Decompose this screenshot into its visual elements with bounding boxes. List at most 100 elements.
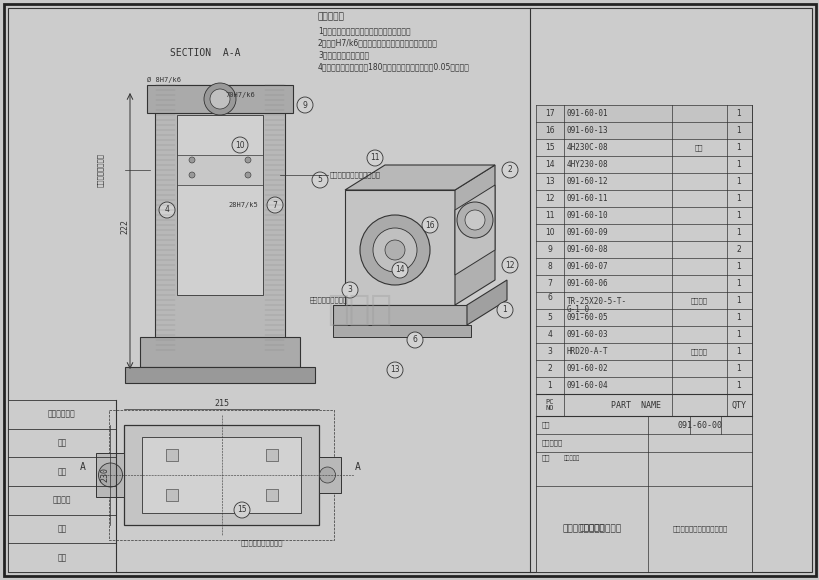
Text: 监测: 监测 bbox=[57, 438, 66, 448]
Text: 091-60-12: 091-60-12 bbox=[566, 177, 608, 186]
Text: 3: 3 bbox=[547, 347, 552, 356]
Text: 5: 5 bbox=[547, 313, 552, 322]
Text: 28H7/k5: 28H7/k5 bbox=[228, 202, 257, 208]
Circle shape bbox=[233, 502, 250, 518]
Text: 1: 1 bbox=[735, 262, 740, 271]
Text: 091-60-07: 091-60-07 bbox=[566, 262, 608, 271]
Text: 091-60-06: 091-60-06 bbox=[566, 279, 608, 288]
Circle shape bbox=[406, 332, 423, 348]
Circle shape bbox=[422, 217, 437, 233]
Text: 更改文件号: 更改文件号 bbox=[541, 440, 563, 446]
Polygon shape bbox=[345, 165, 495, 190]
Bar bbox=[147, 85, 292, 113]
Text: 091-60-03: 091-60-03 bbox=[566, 330, 608, 339]
Text: 6: 6 bbox=[412, 335, 417, 345]
Bar bbox=[536, 326, 751, 343]
Bar bbox=[155, 85, 285, 355]
Text: 校核: 校核 bbox=[57, 467, 66, 476]
Text: 双轴锁止气缸（最后调整）: 双轴锁止气缸（最后调整） bbox=[329, 172, 381, 178]
Text: 4HY230-08: 4HY230-08 bbox=[566, 160, 608, 169]
Bar bbox=[165, 489, 178, 501]
Text: 1: 1 bbox=[735, 381, 740, 390]
Bar bbox=[536, 309, 751, 326]
Circle shape bbox=[319, 467, 335, 483]
Bar bbox=[177, 155, 263, 185]
Circle shape bbox=[296, 97, 313, 113]
Text: 1: 1 bbox=[735, 347, 740, 356]
Bar bbox=[333, 305, 467, 325]
Text: 091-60-00: 091-60-00 bbox=[676, 420, 722, 430]
Text: 3: 3 bbox=[347, 285, 352, 295]
Text: 13: 13 bbox=[545, 177, 554, 186]
Text: 标准用件标记: 标准用件标记 bbox=[48, 410, 76, 419]
Text: 215: 215 bbox=[215, 398, 229, 408]
Text: 10: 10 bbox=[235, 140, 245, 150]
Circle shape bbox=[385, 240, 405, 260]
Text: 1: 1 bbox=[735, 177, 740, 186]
Text: 091-60-11: 091-60-11 bbox=[566, 194, 608, 203]
Circle shape bbox=[501, 162, 518, 178]
Text: 230: 230 bbox=[100, 467, 109, 483]
Bar bbox=[177, 115, 263, 295]
Text: 5: 5 bbox=[317, 176, 322, 184]
Text: 1: 1 bbox=[735, 279, 740, 288]
Text: 1: 1 bbox=[547, 381, 552, 390]
Bar bbox=[536, 416, 751, 572]
Circle shape bbox=[367, 150, 382, 166]
Circle shape bbox=[245, 157, 251, 163]
Bar bbox=[536, 343, 751, 360]
Text: A: A bbox=[79, 462, 85, 472]
Text: 2、配合H7/k6配合部位保证倒履转动干涉扂尊展问题: 2、配合H7/k6配合部位保证倒履转动干涉扂尊展问题 bbox=[318, 38, 437, 47]
Text: 1: 1 bbox=[735, 228, 740, 237]
Circle shape bbox=[360, 215, 429, 285]
Text: 2: 2 bbox=[735, 245, 740, 254]
Text: 15: 15 bbox=[545, 143, 554, 152]
Circle shape bbox=[387, 362, 402, 378]
Polygon shape bbox=[455, 165, 495, 305]
Polygon shape bbox=[455, 185, 495, 275]
Text: 11: 11 bbox=[545, 211, 554, 220]
Text: 旋转气缸调整螺栓: 旋转气缸调整螺栓 bbox=[97, 153, 103, 187]
Circle shape bbox=[501, 257, 518, 273]
Text: 回转气缸: 回转气缸 bbox=[690, 348, 707, 355]
Circle shape bbox=[188, 172, 195, 178]
Text: 13: 13 bbox=[390, 365, 400, 375]
Text: 17: 17 bbox=[545, 109, 554, 118]
Circle shape bbox=[188, 157, 195, 163]
Text: 12: 12 bbox=[545, 194, 554, 203]
Text: 标记: 标记 bbox=[541, 455, 550, 461]
Text: 15: 15 bbox=[237, 506, 247, 514]
Text: 3、气管接口按标将位置: 3、气管接口按标将位置 bbox=[318, 50, 369, 59]
Bar bbox=[536, 394, 751, 416]
Bar bbox=[8, 400, 115, 572]
Text: 091-60-09: 091-60-09 bbox=[566, 228, 608, 237]
Circle shape bbox=[267, 197, 283, 213]
Text: 4H230C-08: 4H230C-08 bbox=[566, 143, 608, 152]
Text: 密封位置装示示例栓: 密封位置装示示例栓 bbox=[310, 297, 348, 303]
Text: PC
NO: PC NO bbox=[545, 398, 554, 411]
Text: 4、装配完成后需要调整180度情就，重复回展精度在0.05度范围内: 4、装配完成后需要调整180度情就，重复回展精度在0.05度范围内 bbox=[318, 62, 469, 71]
Text: 222: 222 bbox=[120, 219, 129, 234]
Bar bbox=[536, 173, 751, 190]
Text: 10: 10 bbox=[545, 228, 554, 237]
Text: 091-60-10: 091-60-10 bbox=[566, 211, 608, 220]
Bar bbox=[536, 360, 751, 377]
Text: HRD20-A-T: HRD20-A-T bbox=[566, 347, 608, 356]
Circle shape bbox=[98, 463, 122, 487]
Text: 沈泰图: 沈泰图 bbox=[327, 293, 392, 327]
Text: 16: 16 bbox=[545, 126, 554, 135]
Bar bbox=[536, 258, 751, 275]
Text: 1: 1 bbox=[735, 313, 740, 322]
Text: 4: 4 bbox=[547, 330, 552, 339]
Text: 1: 1 bbox=[735, 364, 740, 373]
Text: 4: 4 bbox=[165, 205, 170, 215]
Bar bbox=[265, 489, 278, 501]
Bar bbox=[536, 224, 751, 241]
Text: 8: 8 bbox=[547, 262, 552, 271]
Text: 1: 1 bbox=[735, 296, 740, 305]
Text: 1: 1 bbox=[735, 143, 740, 152]
Bar bbox=[536, 241, 751, 258]
Circle shape bbox=[456, 202, 492, 238]
Text: 9: 9 bbox=[547, 245, 552, 254]
Bar bbox=[140, 337, 300, 367]
